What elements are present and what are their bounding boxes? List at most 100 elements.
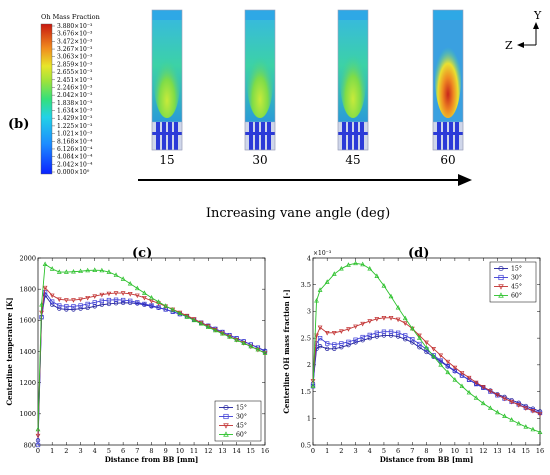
data-point [310,383,316,389]
injector-vane [443,122,447,150]
x-tick-label: 12 [204,447,212,455]
data-point [262,350,268,355]
data-point [248,343,254,349]
data-point [403,333,408,338]
data-point [64,304,69,309]
data-point [459,383,465,389]
data-point [223,431,229,437]
data-point [445,359,451,365]
legend-entry: 45° [236,423,247,430]
combustor-outline [337,9,369,151]
data-point [367,332,372,338]
data-point [530,426,536,432]
data-point [360,321,366,327]
data-point [223,404,229,411]
legend-entry: 15° [511,266,522,273]
data-point [466,389,472,395]
colorbar [40,23,53,175]
data-point [374,330,379,335]
data-point [487,405,493,410]
injector-vane [174,122,178,150]
data-point [42,285,48,291]
data-point [367,265,373,271]
data-point [35,426,41,432]
data-point [438,362,444,367]
x-tick-label: 12 [479,447,487,455]
data-point [381,316,387,321]
data-point [223,423,229,429]
injector-bar [433,132,463,135]
data-point [63,269,69,274]
injector-vane [437,122,441,150]
injector-bar [245,132,275,135]
x-tick-label: 11 [190,447,198,455]
data-point [353,260,358,266]
data-point [325,346,330,351]
injector-vane [360,122,364,150]
data-point [317,344,323,349]
data-point [417,335,422,340]
y-tick-label: 1.5 [301,388,311,396]
vane-angle-arrowhead [458,174,472,186]
series-line [37,286,266,436]
injector-vane [255,122,259,150]
data-point [71,298,76,303]
data-point [480,400,486,406]
series-60° [35,261,268,432]
injector-bar [152,132,182,135]
data-point [325,341,330,346]
x-tick-label: 2 [64,447,68,455]
data-point [473,380,479,386]
arrow-label: Increasing vane angle (deg) [206,206,390,221]
y-tick-label: 800 [24,441,36,449]
data-point [324,331,330,336]
data-point [332,342,337,347]
combustor-45 [337,9,369,151]
injector-bar [338,132,368,135]
axis-z-label: Z [505,39,513,52]
data-point [191,317,197,323]
temperature-chart: 0 1 2 3 4 5 6 7 8 9 10 11 12 13 14 15 168001000120014001… [5,254,269,464]
data-point [57,306,62,311]
colorbar-tick-label: 4.084×10⁻⁴ [57,154,93,161]
colorbar-tick-label: 1.634×10⁻³ [57,108,93,115]
data-point [523,424,529,429]
combustor-outline [432,9,464,151]
combustor-60 [432,9,464,151]
data-point [50,302,55,307]
combustor-outline [151,9,183,151]
y-tick-label: 3 [307,308,311,316]
colorbar-tick-label: 8.168×10⁻⁴ [57,138,93,145]
data-point [223,413,229,420]
data-point [332,346,337,351]
contour-figure: (b) Oh Mass Fraction 3.880×10⁻³3.676×10⁻… [8,9,542,221]
data-point [163,303,169,308]
data-point [509,399,515,405]
oh-mass-fraction-chart: 0 1 2 3 4 5 6 7 8 9 10 11 12 13 14 15 160.511.522.533.54… [282,250,544,464]
colorbar-tick-label: 2.246×10⁻³ [57,84,93,91]
flame-region [154,48,180,118]
combustor-30 [244,9,276,151]
legend-entry: 15° [236,405,247,412]
colorbar-tick-label: 1.225×10⁻³ [57,123,93,130]
angle-label-60: 60 [440,153,455,167]
data-point [480,384,486,390]
y-tick-label: 0.5 [301,441,311,449]
y-tick-label: 2 [307,361,311,369]
colorbar-tick-label: 6.126×10⁻⁴ [57,146,93,153]
x-tick-label: 10 [451,447,459,455]
data-point [498,284,504,290]
y-tick-label: 1800 [19,285,36,293]
data-point [424,340,429,346]
data-point [395,317,401,323]
colorbar-tick-label: 1.021×10⁻³ [57,131,93,138]
data-point [331,331,337,336]
data-point [39,302,44,307]
data-point [212,327,218,333]
colorbar-tick-label: 2.451×10⁻³ [57,77,93,84]
data-point [142,295,147,301]
injector-vane [162,122,166,150]
legend-entry: 30° [236,414,247,421]
data-point [113,272,119,277]
x-tick-label: 3 [353,447,357,455]
